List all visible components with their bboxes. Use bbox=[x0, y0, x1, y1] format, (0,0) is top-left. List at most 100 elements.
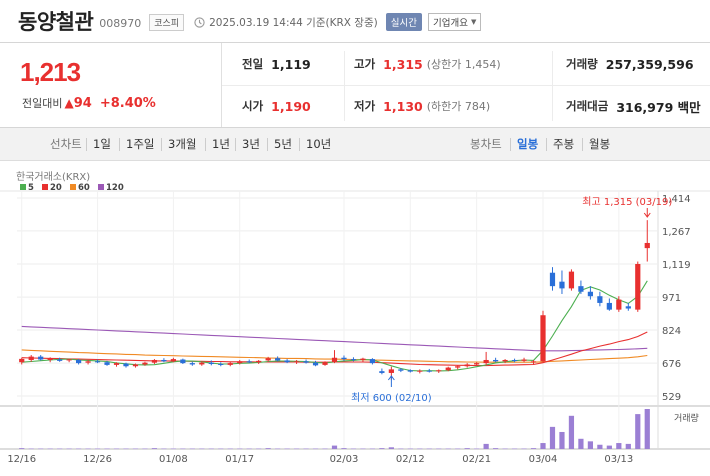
candle bbox=[483, 351, 489, 365]
candle bbox=[341, 355, 347, 361]
candle bbox=[284, 359, 290, 364]
amount-label: 거래대금 bbox=[566, 99, 609, 113]
legend-swatch bbox=[98, 184, 104, 190]
high-value: 1,315 bbox=[383, 56, 423, 72]
min-price-annotation: 최저 600 (02/10) bbox=[351, 392, 432, 404]
period-10y[interactable]: 10년 bbox=[306, 137, 332, 151]
volume-bar bbox=[540, 443, 546, 449]
period-1y[interactable]: 1년 bbox=[212, 137, 230, 151]
volume-bar bbox=[350, 448, 357, 450]
period-5y[interactable]: 5년 bbox=[274, 137, 292, 151]
candle-body bbox=[540, 315, 546, 362]
candle bbox=[104, 360, 110, 366]
title-bar: 동양철관 008970 코스피 2025.03.19 14:44 기준(KRX … bbox=[0, 0, 710, 42]
amount-value: 316,979 백만 bbox=[616, 99, 701, 115]
low-label: 저가 bbox=[354, 99, 376, 113]
chart-source-label: 한국거래소(KRX) bbox=[16, 171, 90, 183]
candle-body bbox=[94, 361, 101, 363]
candle-body bbox=[530, 361, 537, 363]
period-weekly[interactable]: 주봉 bbox=[553, 137, 575, 151]
candle bbox=[511, 358, 518, 363]
volume-bar bbox=[151, 448, 158, 449]
prev-close-cell: 전일 1,119 bbox=[242, 43, 311, 85]
period-1w[interactable]: 1주일 bbox=[126, 137, 155, 151]
candle-body bbox=[66, 359, 72, 361]
volume-label: 거래량 bbox=[566, 57, 598, 71]
volume-bar bbox=[455, 448, 461, 450]
current-price: 1,213 bbox=[20, 57, 81, 87]
legend-swatch bbox=[20, 184, 26, 190]
candle bbox=[123, 362, 129, 368]
candle-body bbox=[445, 367, 451, 371]
period-bar: 선차트 1일 1주일 3개월 1년 3년 5년 10년 봉차트 일봉 주봉 월봉 bbox=[0, 128, 710, 161]
candle-body bbox=[635, 264, 641, 310]
candle-body bbox=[142, 362, 148, 365]
clock-icon bbox=[194, 16, 205, 28]
candle bbox=[493, 357, 499, 363]
period-3y[interactable]: 3년 bbox=[242, 137, 260, 151]
realtime-button[interactable]: 실시간 bbox=[385, 13, 422, 31]
candle-body bbox=[227, 363, 233, 365]
candle bbox=[237, 359, 243, 365]
x-tick-label: 12/26 bbox=[83, 454, 112, 465]
period-daily[interactable]: 일봉 bbox=[517, 137, 539, 151]
y-tick-label: 676 bbox=[662, 359, 681, 370]
stock-chart[interactable]: 한국거래소(KRX) 5 20 60 120 1,414 1,267 1,119 971 82… bbox=[0, 161, 710, 476]
upper-limit: (상한가 1,454) bbox=[426, 58, 501, 71]
candle-body bbox=[483, 359, 489, 364]
candle-body bbox=[104, 362, 110, 365]
candle bbox=[47, 357, 53, 363]
volume-bar bbox=[293, 448, 300, 450]
volume-bar bbox=[511, 448, 518, 450]
volume-bar bbox=[559, 431, 565, 449]
candle bbox=[94, 359, 101, 364]
candle-body bbox=[597, 296, 603, 303]
candle bbox=[426, 368, 432, 373]
candle-body bbox=[426, 370, 432, 372]
candle-body bbox=[341, 357, 347, 360]
candle bbox=[161, 358, 167, 363]
volume-bar bbox=[303, 448, 309, 450]
candle-body bbox=[322, 362, 328, 365]
volume-bar bbox=[199, 448, 205, 450]
volume-bar bbox=[625, 443, 631, 449]
y-tick-label: 1,119 bbox=[662, 260, 691, 271]
company-overview-dropdown[interactable]: 기업개요 ▼ bbox=[427, 13, 482, 31]
candle-body bbox=[578, 286, 584, 292]
candle-body bbox=[559, 281, 565, 289]
candle bbox=[549, 267, 556, 291]
line-chart-label: 선차트 bbox=[50, 137, 82, 151]
chevron-down-icon: ▼ bbox=[470, 18, 477, 26]
x-tick-label: 01/08 bbox=[159, 454, 188, 465]
y-tick-label: 824 bbox=[662, 326, 681, 337]
volume-bar bbox=[246, 448, 252, 450]
x-tick-label: 01/17 bbox=[225, 454, 254, 465]
candle-body bbox=[436, 370, 442, 372]
volume-bar bbox=[57, 448, 63, 450]
candle-body bbox=[265, 358, 271, 361]
candle bbox=[189, 361, 195, 366]
legend-label: 120 bbox=[106, 183, 124, 193]
candle bbox=[398, 368, 404, 373]
period-1d[interactable]: 1일 bbox=[93, 137, 111, 151]
period-monthly[interactable]: 월봉 bbox=[589, 137, 611, 151]
period-3m[interactable]: 3개월 bbox=[168, 137, 197, 151]
candle bbox=[57, 357, 63, 362]
candle bbox=[540, 310, 546, 363]
candle-body bbox=[493, 359, 499, 362]
candle bbox=[38, 355, 44, 361]
volume-bar bbox=[142, 448, 148, 450]
candle bbox=[616, 296, 622, 312]
volume-bar bbox=[549, 426, 556, 449]
candle bbox=[502, 359, 508, 364]
volume-bar bbox=[237, 448, 243, 450]
chart-legend: 5 20 60 120 bbox=[20, 183, 124, 193]
candle-body bbox=[511, 359, 518, 361]
candle-body bbox=[75, 359, 82, 364]
volume-bars bbox=[19, 409, 650, 450]
volume-bar bbox=[19, 448, 25, 449]
arrow-down-icon bbox=[643, 208, 651, 218]
separator bbox=[582, 138, 583, 151]
volume-bar bbox=[256, 448, 262, 450]
candle bbox=[521, 357, 527, 363]
